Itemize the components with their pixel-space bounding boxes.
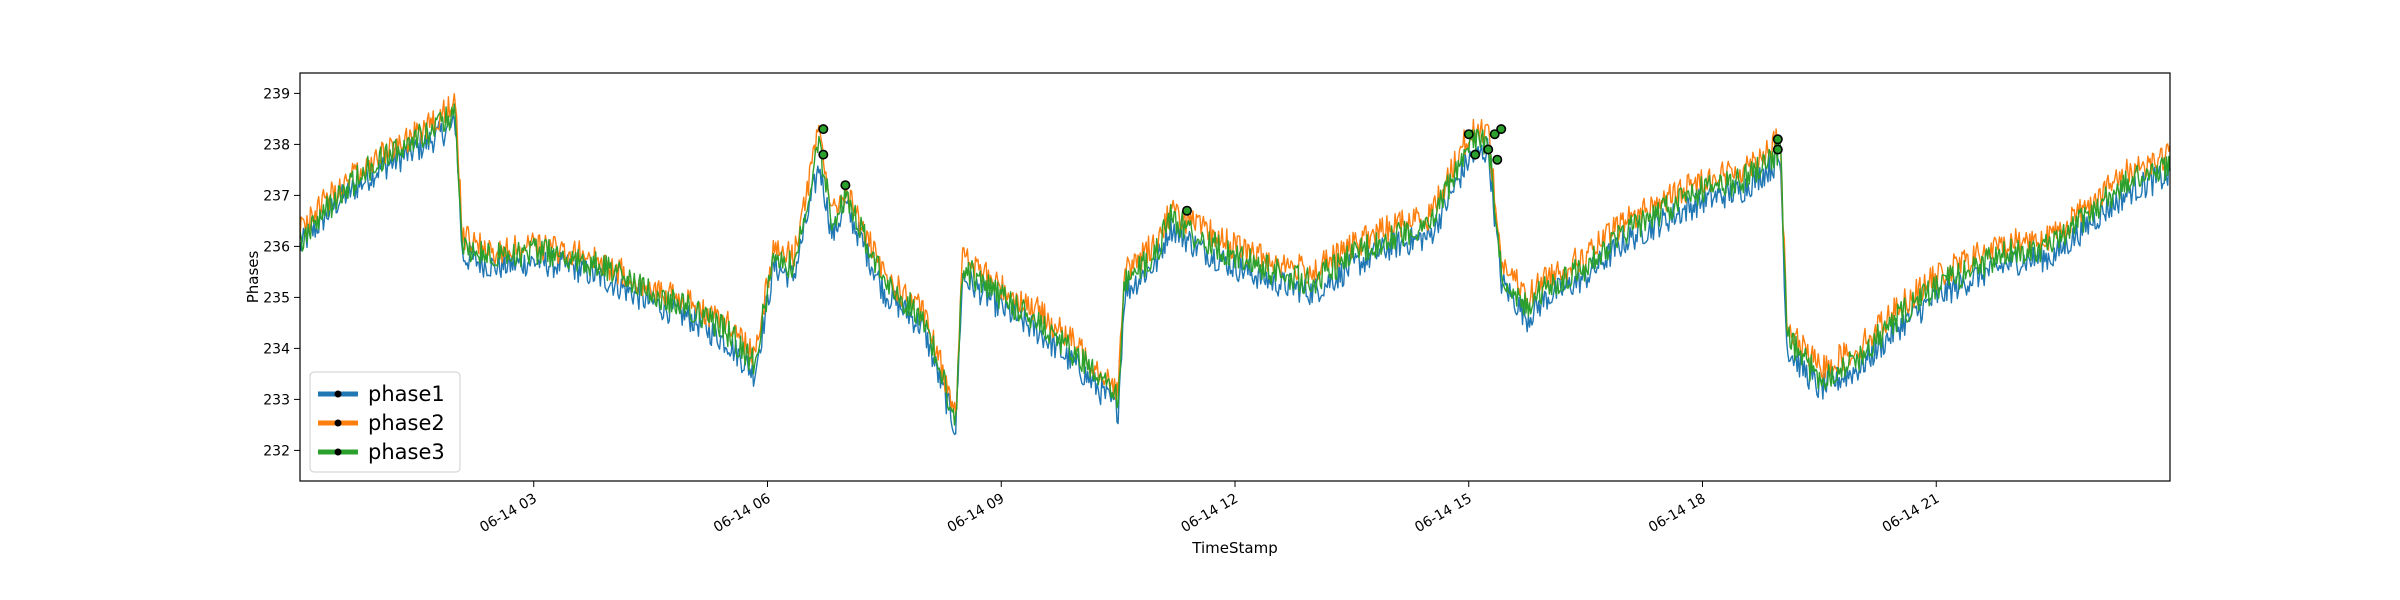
legend-label-phase2: phase2 [368, 411, 445, 435]
anomaly-marker-6 [1483, 144, 1494, 155]
series-line-phase1 [299, 113, 2171, 436]
y-tick-label: 234 [263, 341, 290, 357]
x-axis-label: TimeStamp [1191, 539, 1277, 557]
anomaly-marker-1 [818, 149, 829, 160]
series-line-phase2 [299, 93, 2171, 416]
y-tick-label: 235 [263, 290, 290, 306]
y-tick-label: 238 [263, 137, 290, 153]
anomaly-marker-4 [1463, 129, 1474, 140]
anomaly-marker-0 [818, 124, 829, 135]
legend-frame [309, 371, 461, 473]
anomaly-marker-10 [1772, 134, 1783, 145]
y-tick-label: 237 [263, 188, 290, 204]
legend-marker-phase3 [334, 448, 342, 456]
plot-lines [299, 93, 2171, 436]
anomaly-marker-5 [1470, 149, 1481, 160]
legend: phase1 phase2 phase3 [309, 371, 461, 473]
anomaly-marker-7 [1489, 129, 1500, 140]
y-tick-label: 232 [263, 443, 290, 459]
legend-marker-phase2 [334, 419, 342, 427]
legend-marker-phase1 [334, 390, 342, 398]
anomaly-marker-9 [1492, 154, 1503, 165]
anomaly-marker-11 [1772, 144, 1783, 155]
y-tick-label: 239 [263, 86, 290, 102]
legend-label-phase1: phase1 [368, 382, 445, 406]
anomaly-marker-8 [1496, 124, 1507, 135]
y-axis: 232 233 234 235 236 237 238 239 [263, 86, 300, 459]
legend-label-phase3: phase3 [368, 440, 445, 464]
series-line-phase3 [299, 103, 2171, 426]
anomaly-marker-2 [840, 180, 851, 191]
y-tick-label: 233 [263, 392, 290, 408]
y-axis-label: Phases [244, 251, 262, 304]
anomaly-marker-3 [1182, 205, 1193, 216]
y-tick-label: 236 [263, 239, 290, 255]
plot-markers [818, 124, 1783, 216]
